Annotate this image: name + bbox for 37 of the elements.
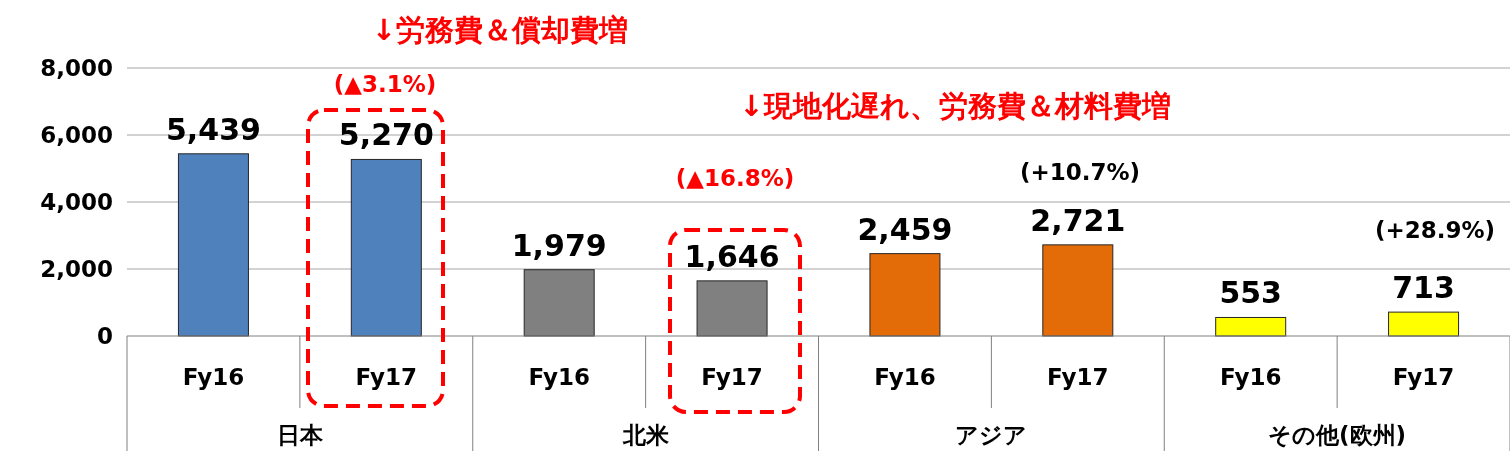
text: 北米	[621, 422, 670, 448]
x-tick-label: Fy16	[528, 364, 590, 390]
annotation: ↓現地化遅れ、労務費＆材料費増	[739, 89, 1171, 123]
y-tick-label: 2,000	[40, 256, 113, 282]
data-label: 1,979	[511, 227, 607, 263]
data-label: 5,270	[338, 117, 434, 153]
y-tick-label: 4,000	[40, 189, 113, 215]
x-tick-label: Fy17	[701, 364, 763, 390]
annotation: (+10.7%)	[1019, 159, 1141, 185]
data-label: 713	[1392, 270, 1455, 306]
x-tick-label: Fy16	[1219, 364, 1282, 390]
data-label: 2,459	[857, 211, 953, 247]
text: その他(欧州)	[1268, 422, 1407, 448]
text: ↓労務費＆償却費増	[371, 13, 629, 47]
x-tick-label: Fy17	[1047, 364, 1109, 390]
y-tick-label: 8,000	[40, 55, 113, 81]
data-label: 553	[1219, 275, 1282, 311]
annotation: (+28.9%)	[1374, 217, 1496, 243]
data-label: 2,721	[1030, 202, 1126, 238]
text: 日本	[276, 422, 324, 448]
bar	[177, 153, 249, 337]
annotation: (▲3.1%)	[333, 71, 437, 97]
y-tick-label: 6,000	[40, 122, 113, 148]
y-tick-label: 0	[96, 323, 113, 349]
annotation: (▲16.8%)	[675, 165, 795, 191]
x-tick-label: Fy16	[182, 364, 245, 390]
x-tick-label: Fy16	[874, 364, 936, 390]
bar	[1388, 311, 1460, 337]
bar	[1042, 244, 1114, 337]
bar	[869, 253, 941, 337]
bar	[350, 158, 422, 337]
x-tick-label: Fy17	[355, 364, 418, 390]
data-label: 1,646	[684, 238, 780, 274]
x-tick-label: Fy17	[1392, 364, 1455, 390]
bar	[1215, 316, 1287, 337]
text: アジア	[955, 422, 1028, 448]
data-label: 5,439	[165, 111, 261, 147]
